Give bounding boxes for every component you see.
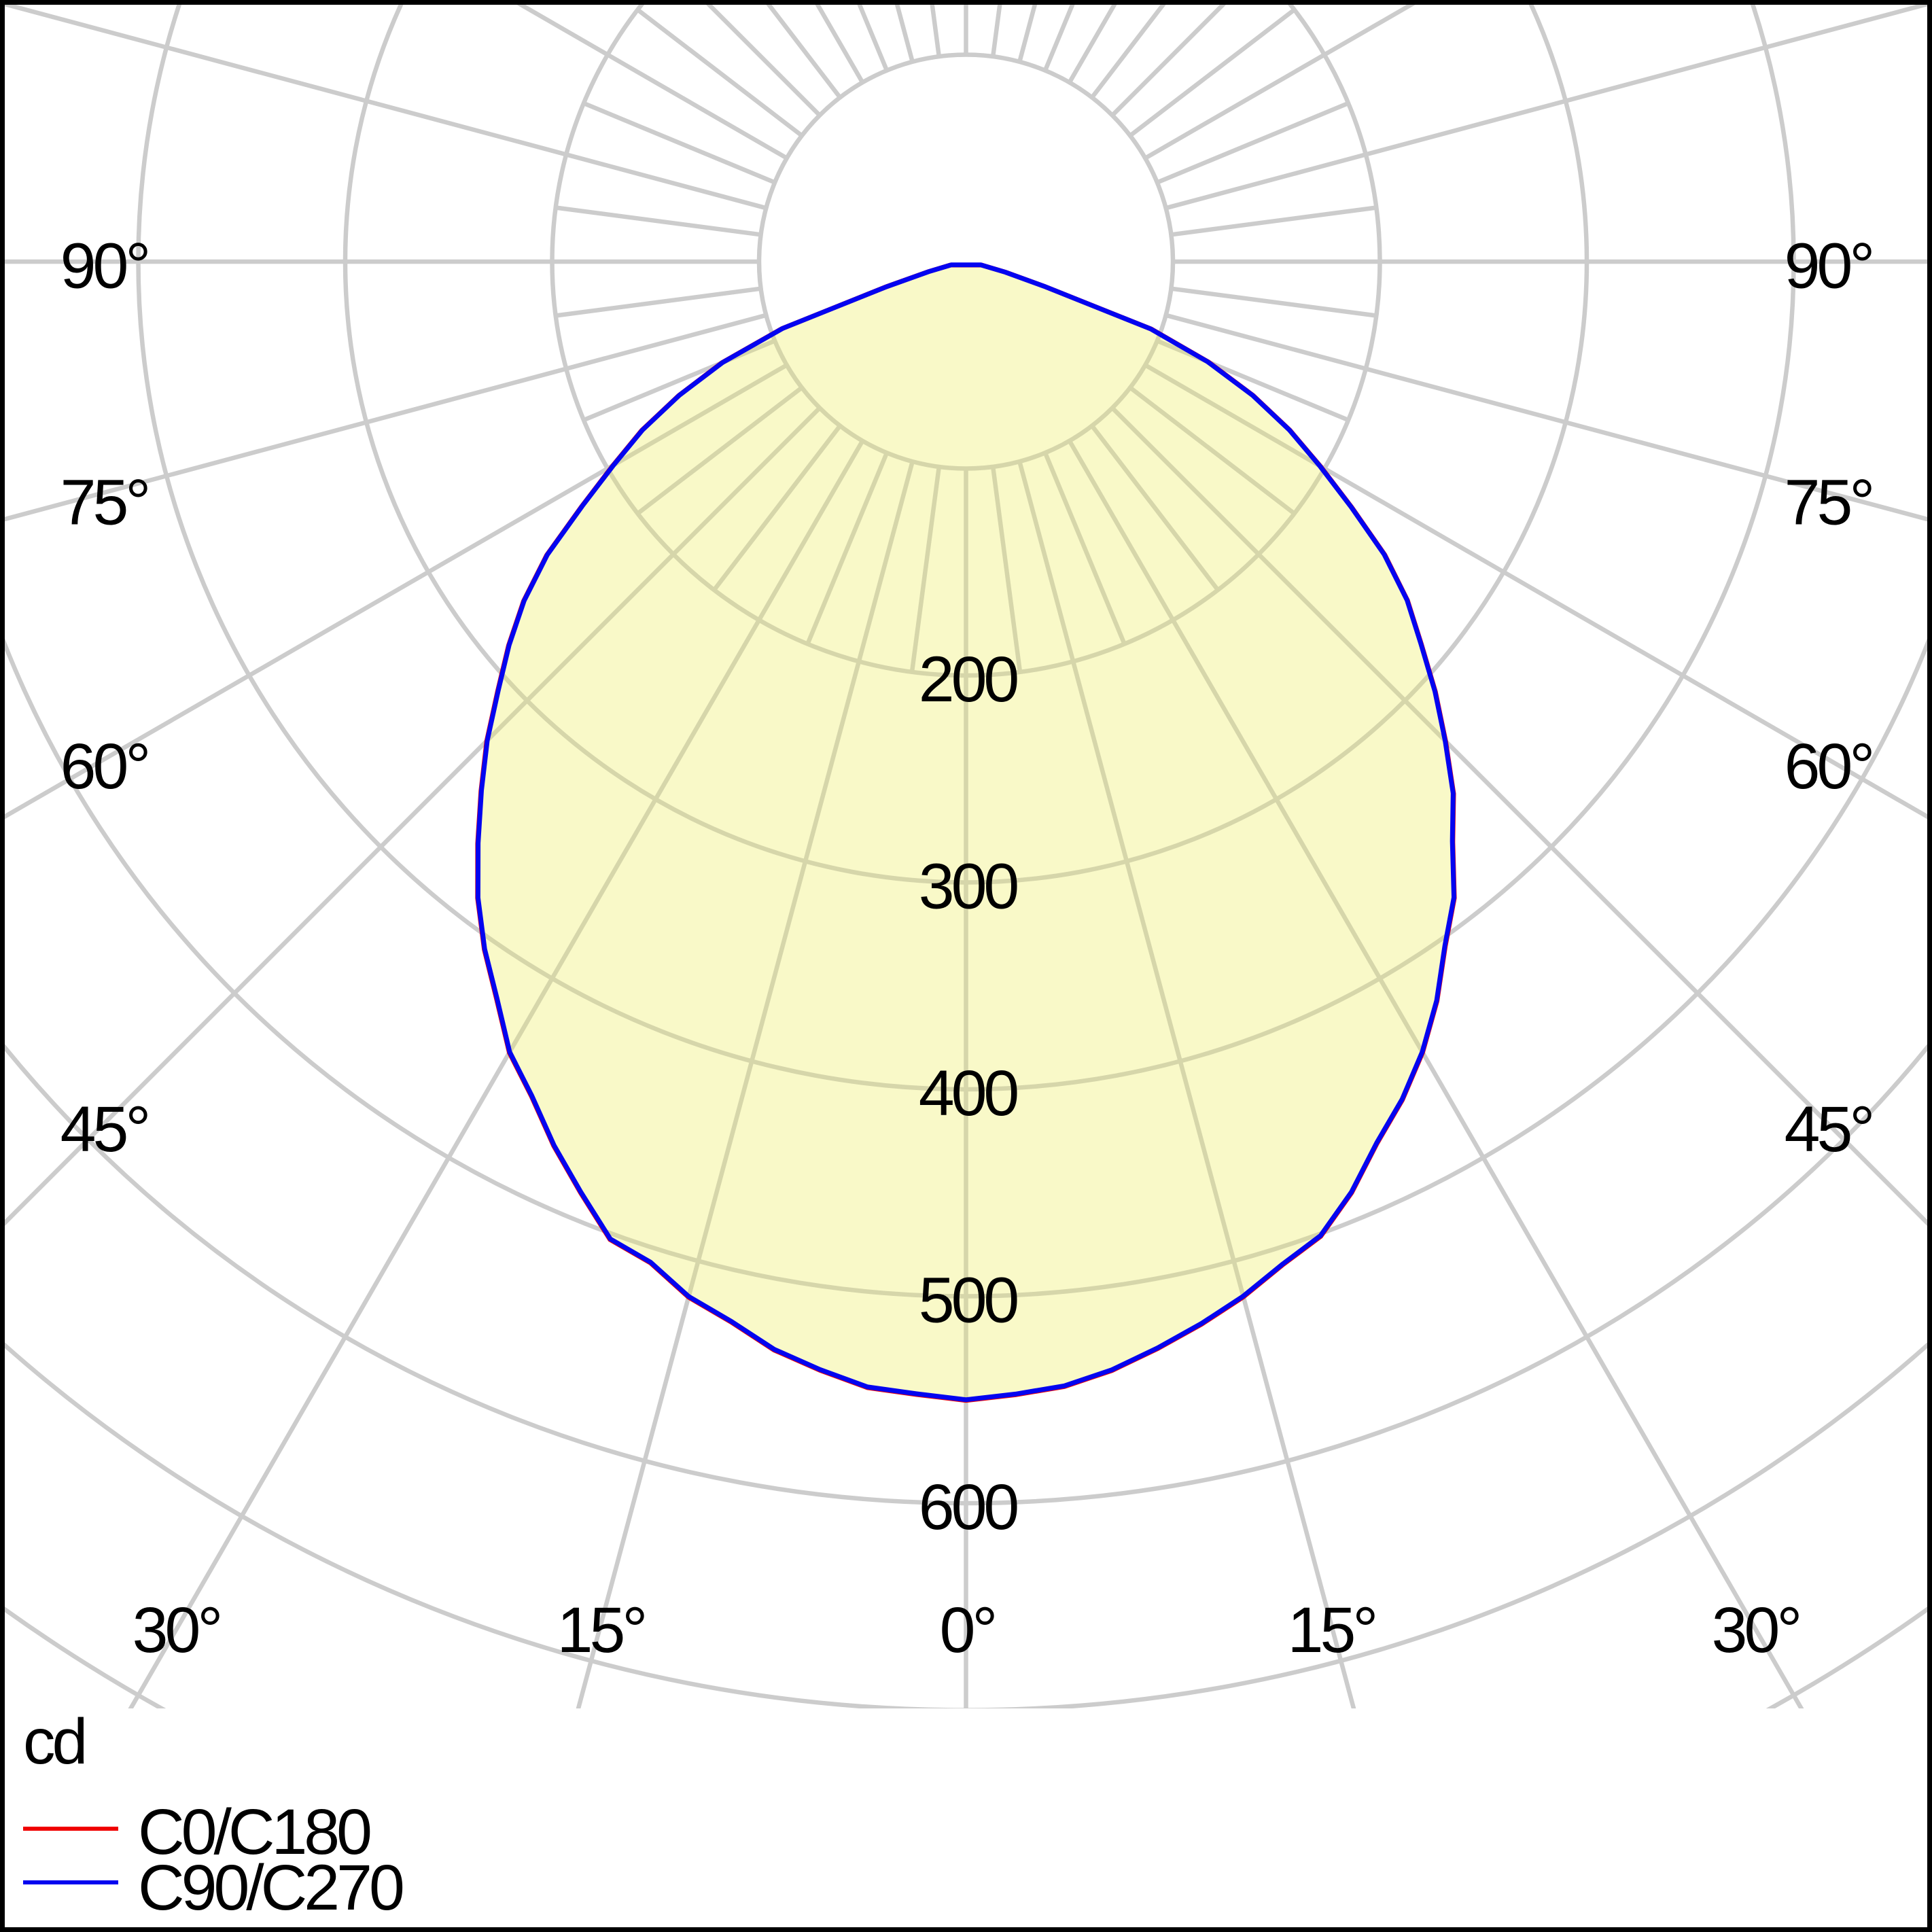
svg-text:45°: 45° — [60, 1093, 148, 1165]
svg-text:15°: 15° — [557, 1594, 645, 1666]
svg-text:0°: 0° — [940, 1594, 995, 1666]
svg-text:300: 300 — [919, 851, 1018, 923]
svg-text:45°: 45° — [1785, 1093, 1872, 1165]
svg-text:30°: 30° — [133, 1594, 220, 1666]
svg-text:75°: 75° — [1785, 467, 1872, 539]
svg-text:C90/C270: C90/C270 — [138, 1852, 403, 1924]
svg-text:30°: 30° — [1712, 1594, 1799, 1666]
svg-text:600: 600 — [919, 1471, 1018, 1543]
svg-text:60°: 60° — [1785, 731, 1872, 803]
svg-text:C0/C180: C0/C180 — [138, 1796, 370, 1868]
svg-text:cd: cd — [23, 1706, 84, 1778]
svg-text:15°: 15° — [1288, 1594, 1375, 1666]
svg-text:500: 500 — [919, 1265, 1018, 1337]
svg-text:60°: 60° — [60, 731, 148, 803]
svg-text:400: 400 — [919, 1057, 1018, 1129]
svg-text:90°: 90° — [1785, 230, 1872, 302]
svg-text:90°: 90° — [60, 230, 148, 302]
svg-text:75°: 75° — [60, 467, 148, 539]
svg-text:200: 200 — [919, 644, 1018, 716]
